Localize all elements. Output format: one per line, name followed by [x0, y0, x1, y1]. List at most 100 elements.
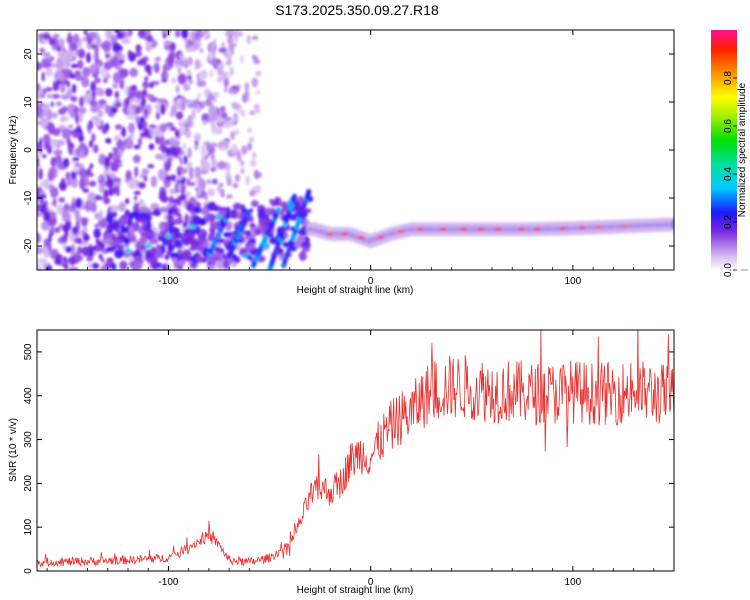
- heatmap-cell: [48, 232, 52, 243]
- heatmap-cell: [78, 168, 87, 179]
- heatmap-cell: [208, 101, 213, 107]
- heatmap-cell: [150, 175, 158, 188]
- heatmap-cell: [149, 82, 154, 89]
- heatmap-cell: [38, 171, 43, 180]
- heatmap-cell: [117, 216, 128, 226]
- heatmap-cell: [240, 109, 246, 117]
- heatmap-cell: [230, 131, 235, 140]
- heatmap-cell: [67, 124, 74, 129]
- heatmap-cell: [70, 63, 79, 69]
- heatmap-cell: [161, 144, 167, 154]
- heatmap-cell: [298, 251, 307, 261]
- heatmap-y-tick-label: -10: [23, 190, 34, 205]
- heatmap-cell: [56, 204, 64, 215]
- heatmap-cell: [76, 131, 81, 137]
- heatmap-cell: [112, 221, 120, 231]
- heatmap-cell: [231, 144, 238, 154]
- heatmap-cell: [135, 44, 142, 52]
- heatmap-cell: [52, 198, 57, 207]
- heatmap-cell: [57, 46, 61, 52]
- heatmap-cell: [41, 71, 45, 82]
- heatmap-cell: [113, 178, 122, 182]
- heatmap-cell: [48, 167, 56, 175]
- heatmap-cell: [173, 211, 180, 217]
- heatmap-cell: [79, 177, 86, 190]
- heatmap-cell: [134, 171, 138, 178]
- heatmap-cell: [120, 224, 125, 231]
- heatmap-cell: [306, 208, 312, 213]
- heatmap-cell: [247, 142, 252, 151]
- heatmap-cell: [228, 57, 232, 65]
- heatmap-cell: [165, 139, 170, 146]
- heatmap-cell: [439, 227, 447, 231]
- heatmap-cell: [117, 45, 123, 52]
- heatmap-cell: [113, 161, 119, 172]
- heatmap-cell: [119, 260, 128, 270]
- heatmap-cell: [201, 100, 207, 107]
- heatmap-cell: [477, 227, 485, 231]
- heatmap-cell: [204, 192, 208, 201]
- heatmap-cell: [78, 135, 85, 142]
- heatmap-cell: [69, 256, 76, 266]
- heatmap-cell: [129, 176, 137, 188]
- heatmap-cell: [83, 30, 88, 36]
- heatmap-cell: [213, 205, 219, 212]
- heatmap-cell: [225, 206, 231, 213]
- heatmap-cell: [91, 33, 97, 40]
- heatmap-cell: [91, 133, 96, 142]
- heatmap-cell: [125, 248, 131, 254]
- heatmap-cell: [87, 122, 91, 133]
- heatmap-cell: [94, 196, 103, 201]
- heatmap-cell: [187, 74, 192, 80]
- heatmap-cell: [69, 129, 77, 135]
- heatmap-cell: [37, 61, 40, 66]
- heatmap-cell: [37, 203, 41, 212]
- heatmap-cell: [282, 202, 289, 212]
- heatmap-cell: [39, 203, 47, 214]
- heatmap-cell: [73, 33, 80, 44]
- heatmap-cell: [110, 107, 118, 114]
- heatmap-cell: [214, 165, 218, 172]
- heatmap-cell: [226, 51, 233, 58]
- heatmap-cell: [220, 106, 226, 112]
- heatmap-cell: [169, 252, 179, 258]
- heatmap-cell: [116, 32, 124, 40]
- heatmap-cell: [220, 112, 228, 119]
- heatmap-cell: [72, 157, 80, 162]
- heatmap-cell: [187, 119, 192, 128]
- heatmap-cell: [135, 240, 142, 251]
- heatmap-cell: [52, 33, 60, 39]
- heatmap-cell: [252, 55, 259, 62]
- heatmap-cell: [93, 228, 101, 239]
- heatmap-cell: [207, 142, 218, 147]
- heatmap-cell: [123, 237, 130, 245]
- heatmap-cell: [154, 56, 162, 62]
- heatmap-cell: [233, 129, 240, 136]
- heatmap-cell: [100, 42, 106, 49]
- heatmap-cell: [170, 174, 177, 182]
- heatmap-cell: [46, 94, 54, 99]
- heatmap-cell: [148, 232, 157, 237]
- heatmap-cell: [173, 218, 183, 225]
- heatmap-cell: [106, 224, 111, 231]
- heatmap-cell: [61, 80, 68, 86]
- heatmap-cell: [90, 81, 97, 93]
- snr-x-tick-label: -100: [158, 577, 178, 588]
- heatmap-cell: [89, 180, 97, 187]
- heatmap-cell: [56, 139, 65, 146]
- heatmap-cell: [39, 137, 43, 149]
- heatmap-cell: [134, 91, 145, 100]
- heatmap-cell: [59, 181, 67, 191]
- heatmap-cell: [65, 171, 69, 181]
- heatmap-cell: [139, 57, 147, 66]
- heatmap-cell: [110, 205, 116, 213]
- heatmap-cell: [182, 222, 188, 228]
- heatmap-cell: [156, 111, 160, 120]
- heatmap-cell: [68, 267, 79, 270]
- heatmap-cell: [108, 152, 113, 159]
- heatmap-cell: [155, 244, 161, 254]
- heatmap-cell: [189, 224, 196, 230]
- heatmap-cell: [112, 82, 119, 89]
- heatmap-cell: [145, 34, 153, 43]
- heatmap-cell: [91, 262, 100, 269]
